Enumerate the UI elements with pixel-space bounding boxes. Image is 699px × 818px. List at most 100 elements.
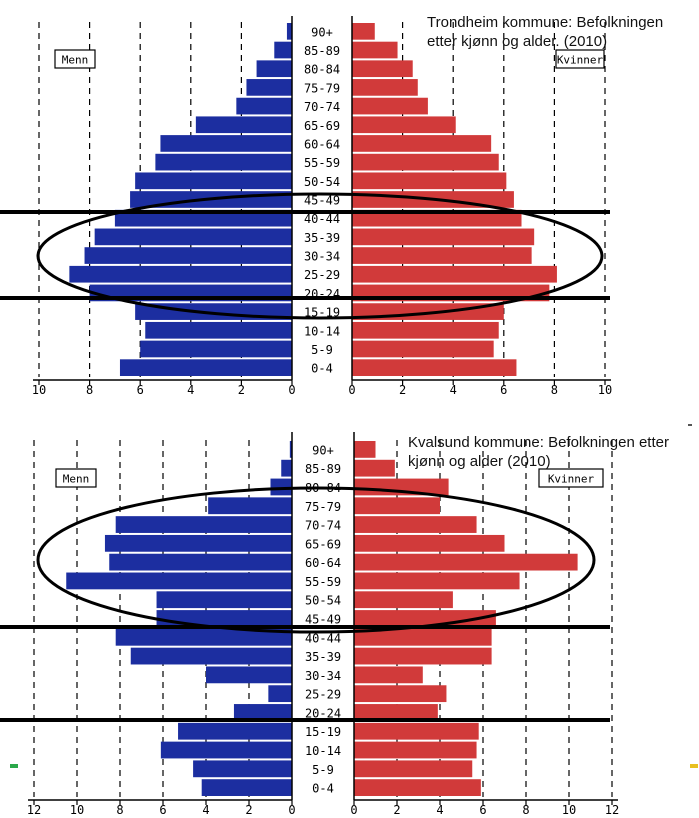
trondheim-age-label-85-89: 85-89 (304, 44, 340, 58)
trondheim-bar-menn-65-69 (195, 116, 292, 134)
trondheim-tick-label-right-4: 4 (450, 383, 457, 397)
trondheim-bar-menn-55-59 (155, 153, 292, 171)
trondheim-bar-kvinner-55-59 (352, 153, 499, 171)
trondheim-kvinner-label-box (555, 49, 605, 69)
kvalsund-bar-kvinner-65-69 (354, 534, 505, 552)
trondheim-bar-kvinner-25-29 (352, 265, 557, 283)
trondheim-tick-label-right-2: 2 (399, 383, 406, 397)
trondheim-bar-menn-30-34 (84, 247, 292, 264)
trondheim-tick-label-left-8: 8 (86, 383, 93, 397)
trondheim-age-label-65-69: 65-69 (304, 119, 340, 133)
kvalsund-bar-kvinner-55-59 (354, 572, 520, 590)
kvalsund-bar-menn-45-49 (156, 610, 292, 627)
kvalsund-age-label-10-14: 10-14 (305, 744, 341, 758)
trondheim-age-label-60-64: 60-64 (304, 137, 340, 151)
kvalsund-tick-label-right-6: 6 (479, 803, 486, 817)
trondheim-bar-kvinner-80-84 (352, 60, 413, 78)
trondheim-bar-kvinner-5-9 (352, 340, 494, 358)
trondheim-age-label-15-19: 15-19 (304, 306, 340, 320)
trondheim-age-label-0-4: 0-4 (311, 362, 333, 376)
trondheim-bar-menn-25-29 (69, 265, 292, 283)
trondheim-tick-label-left-4: 4 (187, 383, 194, 397)
trondheim-age-label-50-54: 50-54 (304, 175, 340, 189)
trondheim-bar-kvinner-90+ (352, 23, 375, 40)
trondheim-age-label-45-49: 45-49 (304, 194, 340, 208)
kvalsund-tick-label-right-2: 2 (393, 803, 400, 817)
trondheim-bar-menn-50-54 (135, 172, 292, 190)
kvalsund-age-label-15-19: 15-19 (305, 725, 341, 739)
kvalsund-bar-menn-0-4 (201, 779, 292, 796)
kvalsund-bar-menn-30-34 (206, 666, 292, 684)
trondheim-tick-label-left-10: 10 (32, 383, 46, 397)
trondheim-bar-menn-75-79 (246, 79, 292, 96)
kvalsund-bar-kvinner-25-29 (354, 685, 447, 703)
corner-tick-mark (688, 424, 692, 426)
kvalsund-age-label-75-79: 75-79 (305, 500, 341, 514)
trondheim-tick-label-right-0: 0 (348, 383, 355, 397)
trondheim-age-label-90+: 90+ (311, 25, 333, 39)
trondheim-bar-kvinner-70-74 (352, 97, 428, 115)
trondheim-bar-kvinner-10-14 (352, 321, 499, 339)
trondheim-tick-label-right-8: 8 (551, 383, 558, 397)
trondheim-age-label-70-74: 70-74 (304, 100, 340, 114)
trondheim-bar-menn-60-64 (160, 135, 292, 152)
kvalsund-tick-label-right-12: 12 (605, 803, 619, 817)
left-edge-marker (10, 764, 18, 768)
kvalsund-bar-kvinner-35-39 (354, 647, 492, 665)
kvalsund-age-label-50-54: 50-54 (305, 594, 341, 608)
kvalsund-tick-label-left-6: 6 (159, 803, 166, 817)
kvalsund-bar-menn-5-9 (193, 760, 292, 778)
trondheim-bar-kvinner-30-34 (352, 247, 532, 264)
kvalsund-tick-label-left-4: 4 (202, 803, 209, 817)
trondheim-tick-label-right-6: 6 (500, 383, 507, 397)
kvalsund-bar-menn-65-69 (104, 534, 292, 552)
kvalsund-menn-label: Menn (63, 473, 90, 486)
trondheim-age-label-55-59: 55-59 (304, 156, 340, 170)
kvalsund-bar-kvinner-85-89 (354, 459, 395, 477)
kvalsund-bar-menn-80-84 (270, 478, 292, 496)
trondheim-tick-label-left-2: 2 (238, 383, 245, 397)
trondheim-bar-kvinner-40-44 (352, 209, 522, 227)
trondheim-bar-kvinner-85-89 (352, 41, 398, 59)
kvalsund-annotation-ellipse (36, 486, 596, 634)
trondheim-bar-menn-35-39 (94, 228, 292, 246)
kvalsund-bar-menn-50-54 (156, 591, 292, 609)
trondheim-bar-menn-5-9 (140, 340, 292, 358)
kvalsund-age-label-20-24: 20-24 (305, 706, 341, 720)
trondheim-age-label-25-29: 25-29 (304, 268, 340, 282)
trondheim-bar-kvinner-35-39 (352, 228, 535, 246)
trondheim-age-label-5-9: 5-9 (311, 343, 333, 357)
kvalsund-tick-label-left-2: 2 (245, 803, 252, 817)
trondheim-tick-label-left-6: 6 (137, 383, 144, 397)
kvalsund-bar-menn-75-79 (208, 497, 292, 515)
trondheim-bar-kvinner-0-4 (352, 359, 517, 376)
trondheim-menn-label: Menn (62, 54, 89, 67)
trondheim-kvinner-label: Kvinner (557, 54, 604, 67)
kvalsund-age-label-70-74: 70-74 (305, 519, 341, 533)
kvalsund-bar-kvinner-60-64 (354, 553, 578, 571)
trondheim-age-label-75-79: 75-79 (304, 81, 340, 95)
kvalsund-tick-label-left-8: 8 (116, 803, 123, 817)
trondheim-bar-menn-70-74 (236, 97, 292, 115)
trondheim-bar-menn-80-84 (256, 60, 292, 78)
trondheim-bar-kvinner-65-69 (352, 116, 456, 134)
kvalsund-age-label-60-64: 60-64 (305, 556, 341, 570)
kvalsund-bar-menn-90+ (289, 441, 292, 458)
kvalsund-age-label-35-39: 35-39 (305, 650, 341, 664)
kvalsund-age-label-85-89: 85-89 (305, 462, 341, 476)
kvalsund-bar-kvinner-0-4 (354, 779, 481, 796)
kvalsund-bar-kvinner-15-19 (354, 722, 479, 740)
kvalsund-bar-kvinner-30-34 (354, 666, 423, 684)
kvalsund-age-label-45-49: 45-49 (305, 613, 341, 627)
chart-title-kvalsund: Kvalsund kommune: Befolkningen etter kjø… (408, 434, 669, 470)
trondheim-tick-label-right-10: 10 (598, 383, 612, 397)
kvalsund-menn-label-box (55, 468, 97, 488)
kvalsund-bar-kvinner-50-54 (354, 591, 453, 609)
kvalsund-age-label-55-59: 55-59 (305, 575, 341, 589)
trondheim-bar-kvinner-75-79 (352, 79, 418, 96)
kvalsund-kvinner-label: Kvinner (548, 473, 595, 486)
trondheim-bar-menn-10-14 (145, 321, 292, 339)
kvalsund-tick-label-left-12: 12 (27, 803, 41, 817)
trondheim-tick-label-left-0: 0 (288, 383, 295, 397)
